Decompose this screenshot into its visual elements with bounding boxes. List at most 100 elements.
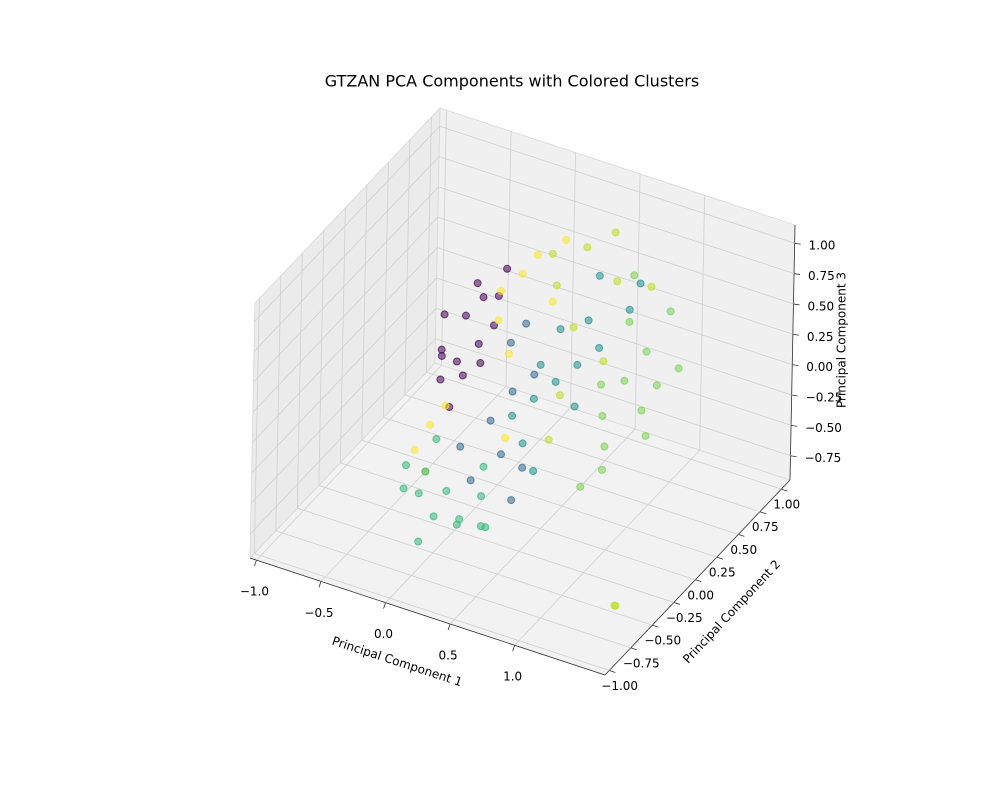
point	[599, 357, 608, 366]
tick-mark	[794, 242, 801, 245]
tick-mark	[318, 581, 322, 588]
point	[503, 264, 512, 273]
point	[529, 394, 538, 403]
grid-line	[252, 217, 439, 413]
point	[518, 463, 527, 472]
point	[595, 271, 604, 280]
point	[573, 360, 582, 369]
point	[421, 467, 430, 476]
point	[556, 325, 565, 334]
grid-line	[426, 371, 782, 490]
tick-mark	[793, 273, 801, 275]
y-tick-label: 1.00	[773, 498, 800, 512]
chart-title: GTZAN PCA Components with Colored Cluste…	[325, 72, 699, 91]
y-tick-label: 0.25	[709, 566, 736, 580]
point	[637, 406, 646, 415]
z-tick-label: 0.25	[807, 330, 834, 344]
grid-line	[250, 338, 436, 534]
grid-line	[438, 186, 794, 305]
point	[486, 416, 495, 425]
point	[414, 537, 423, 546]
grid-line	[253, 186, 439, 383]
x-tick-label: 0.0	[374, 627, 393, 641]
point	[642, 347, 651, 356]
tick-mark	[447, 623, 451, 631]
point	[481, 523, 490, 532]
y-tick-label: −0.75	[623, 656, 660, 670]
tick-mark	[652, 624, 659, 628]
point	[569, 323, 578, 332]
point	[529, 466, 538, 475]
x-tick-label: 1.0	[503, 670, 522, 684]
point	[555, 391, 564, 400]
point	[456, 442, 465, 451]
tick-mark	[791, 424, 798, 427]
point	[647, 282, 656, 291]
z-tick-label: −0.75	[804, 451, 841, 465]
y-tick-label: −0.25	[666, 611, 703, 625]
grid-line	[514, 449, 700, 646]
point	[506, 338, 515, 347]
point	[466, 476, 475, 485]
tick-mark	[792, 364, 799, 367]
y-tick-label: 0.75	[752, 520, 779, 534]
point	[507, 496, 516, 505]
grid	[249, 110, 801, 676]
x-tick-label: −1.0	[240, 585, 269, 599]
tick-mark	[254, 560, 257, 567]
point	[461, 311, 470, 320]
grid-line	[570, 152, 576, 408]
point	[473, 279, 482, 288]
tick-mark	[512, 645, 516, 652]
grid-line	[425, 117, 432, 373]
grid-line	[340, 462, 696, 581]
point	[536, 360, 545, 369]
point	[441, 401, 450, 410]
tick-mark	[759, 511, 767, 515]
point	[533, 250, 542, 259]
tick-mark	[738, 534, 745, 537]
point	[522, 319, 531, 328]
grid-line	[251, 277, 437, 474]
tick-mark	[790, 455, 797, 458]
point	[414, 489, 423, 498]
point	[584, 316, 593, 325]
point	[518, 439, 527, 448]
grid-line	[383, 417, 739, 535]
tick-mark	[630, 647, 637, 651]
tick-mark	[673, 602, 680, 605]
tick-mark	[609, 670, 616, 673]
point	[440, 310, 449, 319]
point	[544, 435, 553, 444]
y-tick-label: 0.00	[687, 588, 714, 602]
grid-line	[254, 553, 610, 671]
z-axis-line	[789, 224, 796, 481]
grid-line	[361, 185, 368, 441]
tick-labels: −1.0 −0.5 0.0 0.5 1.0 −1.00 −0.75 −0.50 −0.25 0.0…	[240, 239, 843, 693]
point	[613, 277, 622, 286]
point	[508, 387, 517, 396]
grid-line	[296, 253, 303, 509]
point	[442, 486, 451, 495]
point	[501, 433, 510, 442]
point	[518, 269, 527, 278]
point	[548, 249, 557, 258]
y-tick-label: −0.50	[644, 634, 681, 648]
point	[436, 375, 445, 384]
z-tick-label: −0.50	[805, 421, 842, 435]
grid-line	[250, 308, 437, 504]
grid-line	[382, 162, 389, 418]
point	[479, 293, 488, 302]
tick-mark	[791, 394, 798, 397]
grid-line	[437, 216, 793, 335]
grid-line	[318, 230, 325, 486]
point	[600, 442, 609, 451]
point	[437, 345, 446, 354]
point	[401, 461, 410, 470]
point	[476, 359, 485, 368]
grid-line	[441, 110, 447, 366]
z-tick-label: 0.75	[808, 269, 835, 283]
point	[429, 512, 438, 521]
point	[494, 316, 503, 325]
